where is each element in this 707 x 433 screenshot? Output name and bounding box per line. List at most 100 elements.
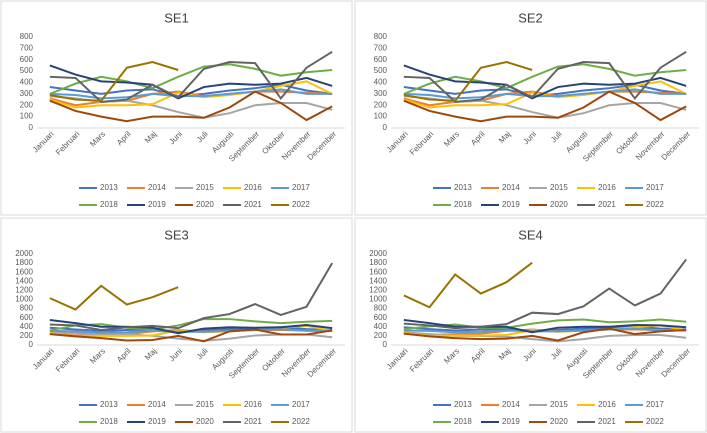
y-tick-label: 1600 xyxy=(369,267,387,276)
legend-label: 2021 xyxy=(244,200,262,209)
series-line xyxy=(403,327,687,334)
legend-label: 2019 xyxy=(148,417,166,426)
chart-title: SE1 xyxy=(164,10,189,25)
y-tick-label: 800 xyxy=(374,304,388,313)
legend-label: 2021 xyxy=(244,417,262,426)
legend-label: 2022 xyxy=(292,417,310,426)
legend-label: 2020 xyxy=(196,417,214,426)
chart-panel: SE4 0200400600800100012001400160018002000… xyxy=(354,217,707,433)
y-tick-label: 500 xyxy=(374,66,388,75)
legend-label: 2019 xyxy=(148,200,166,209)
legend-label: 2018 xyxy=(454,417,472,426)
y-tick-label: 100 xyxy=(374,112,388,121)
series-line xyxy=(49,60,179,102)
chart-panel: SE20100200300400500600700800JanuariFebru… xyxy=(354,0,707,216)
legend-label: 2013 xyxy=(454,400,472,409)
series-line xyxy=(49,64,333,100)
series-line xyxy=(49,318,333,335)
y-tick-label: 400 xyxy=(374,78,388,87)
y-tick-label: 1200 xyxy=(369,286,387,295)
legend-label: 2020 xyxy=(196,200,214,209)
legend-label: 2014 xyxy=(502,400,520,409)
y-tick-label: 600 xyxy=(374,55,388,64)
y-tick-label: 2000 xyxy=(369,249,387,258)
series-line xyxy=(49,50,333,103)
y-tick-label: 200 xyxy=(374,331,388,340)
y-tick-label: 0 xyxy=(383,123,388,132)
y-tick-label: 700 xyxy=(20,43,34,52)
y-tick-label: 100 xyxy=(20,112,34,121)
series-line xyxy=(403,258,687,330)
y-tick-label: 2000 xyxy=(15,249,33,258)
legend-label: 2015 xyxy=(196,183,214,192)
legend-label: 2016 xyxy=(244,183,262,192)
y-tick-label: 400 xyxy=(374,322,388,331)
legend-label: 2015 xyxy=(550,400,568,409)
legend-label: 2018 xyxy=(100,200,118,209)
y-tick-label: 400 xyxy=(20,78,34,87)
chart-title: SE3 xyxy=(164,227,189,242)
legend-label: 2020 xyxy=(550,200,568,209)
y-tick-label: 0 xyxy=(29,340,34,349)
legend-label: 2022 xyxy=(646,200,664,209)
y-tick-label: 800 xyxy=(374,32,388,41)
panel-border xyxy=(0,0,353,216)
y-tick-label: 700 xyxy=(374,43,388,52)
series-line xyxy=(403,318,687,334)
series-line xyxy=(403,90,687,123)
legend-label: 2013 xyxy=(454,183,472,192)
series-line xyxy=(403,80,687,109)
y-tick-label: 500 xyxy=(20,66,34,75)
y-tick-label: 1600 xyxy=(15,267,33,276)
series-line xyxy=(403,63,687,95)
y-tick-label: 1200 xyxy=(15,286,33,295)
legend-label: 2018 xyxy=(454,200,472,209)
legend-label: 2017 xyxy=(646,400,664,409)
series-line xyxy=(49,90,333,123)
y-tick-label: 300 xyxy=(374,89,388,98)
legend-label: 2020 xyxy=(550,417,568,426)
y-tick-label: 200 xyxy=(374,100,388,109)
series-line xyxy=(49,63,333,95)
series-line xyxy=(403,318,687,331)
legend-label: 2013 xyxy=(100,400,118,409)
legend-label: 2014 xyxy=(148,183,166,192)
series-line xyxy=(403,60,533,102)
chart-title: SE2 xyxy=(518,10,543,25)
legend-label: 2017 xyxy=(646,183,664,192)
y-tick-label: 0 xyxy=(29,123,34,132)
y-tick-label: 0 xyxy=(383,340,388,349)
legend-label: 2021 xyxy=(598,200,616,209)
y-tick-label: 1800 xyxy=(15,258,33,267)
series-line xyxy=(49,80,333,109)
series-line xyxy=(49,284,179,311)
y-tick-label: 1400 xyxy=(369,276,387,285)
legend-label: 2016 xyxy=(598,400,616,409)
legend-label: 2022 xyxy=(646,417,664,426)
y-tick-label: 600 xyxy=(20,313,34,322)
y-tick-label: 800 xyxy=(20,32,34,41)
y-tick-label: 1000 xyxy=(15,295,33,304)
legend-label: 2017 xyxy=(292,400,310,409)
legend-label: 2013 xyxy=(100,183,118,192)
series-line xyxy=(49,328,333,343)
legend-label: 2016 xyxy=(598,183,616,192)
legend-label: 2014 xyxy=(502,183,520,192)
chart-panel: SE3 0200400600800100012001400160018002000… xyxy=(0,217,353,433)
y-tick-label: 400 xyxy=(20,322,34,331)
y-tick-label: 300 xyxy=(20,89,34,98)
legend-label: 2015 xyxy=(196,400,214,409)
chart-title: SE4 xyxy=(518,227,543,242)
series-line xyxy=(403,261,533,309)
legend-label: 2018 xyxy=(100,417,118,426)
series-line xyxy=(403,64,687,100)
y-tick-label: 600 xyxy=(374,313,388,322)
legend-label: 2019 xyxy=(502,417,520,426)
series-line xyxy=(403,327,687,342)
panel-border xyxy=(354,0,707,216)
y-tick-label: 1800 xyxy=(369,258,387,267)
y-tick-label: 1400 xyxy=(15,276,33,285)
chart-panel: SE10100200300400500600700800JanuariFebru… xyxy=(0,0,353,216)
legend-label: 2019 xyxy=(502,200,520,209)
legend-label: 2014 xyxy=(148,400,166,409)
